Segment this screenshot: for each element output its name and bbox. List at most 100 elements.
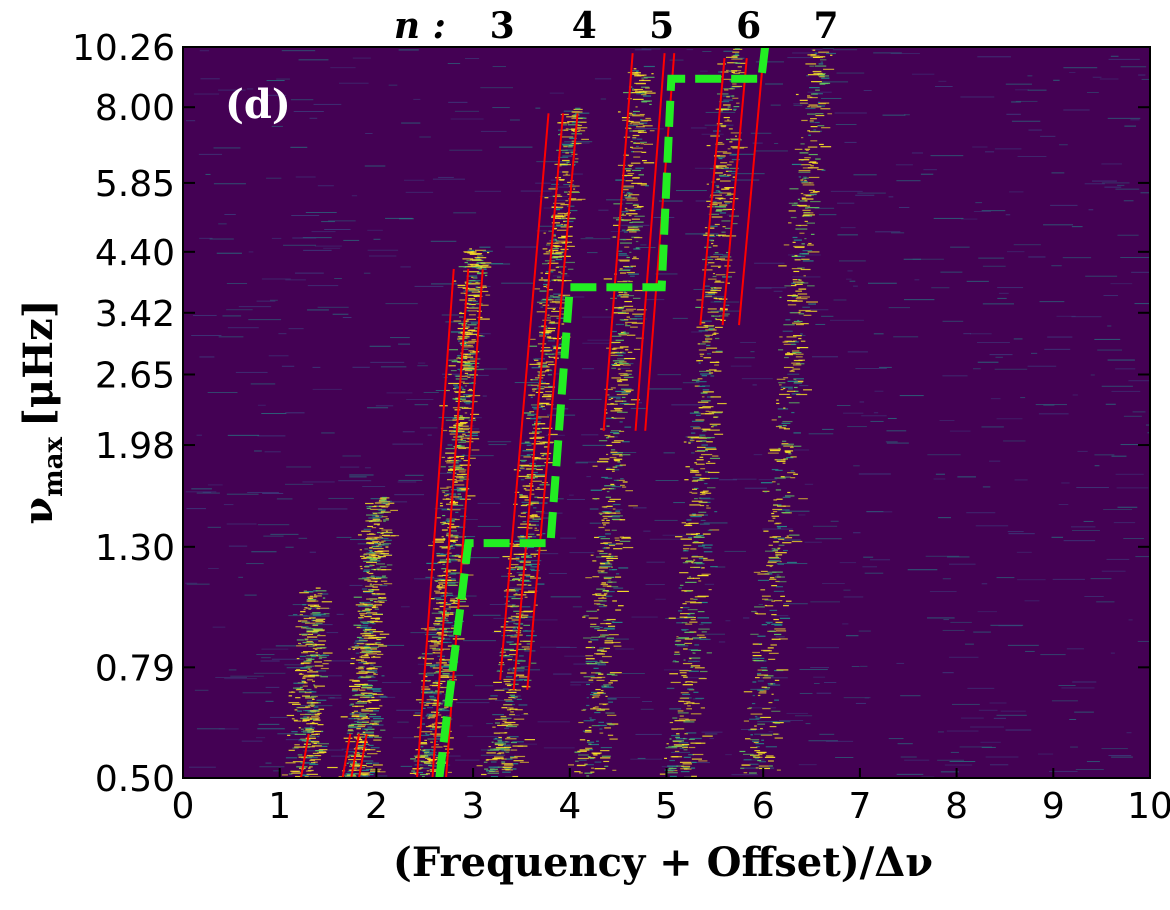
ridge-pixel (540, 350, 550, 352)
ridge-pixel (467, 362, 480, 364)
ridge-pixel (771, 468, 779, 471)
noise-streak (202, 491, 212, 493)
ridge-pixel (509, 643, 520, 645)
ridge-pixel (810, 165, 814, 167)
ridge-pixel (382, 534, 390, 536)
ridge-pixel (352, 705, 364, 707)
noise-streak (839, 562, 857, 564)
ridge-pixel (750, 713, 763, 715)
ridge-pixel (471, 306, 475, 308)
ridge-pixel (346, 756, 350, 758)
noise-streak (284, 483, 314, 485)
ridge-pixel (457, 356, 460, 358)
ridge-pixel (543, 280, 551, 282)
ridge-pixel (684, 638, 693, 640)
ridge-pixel (617, 333, 626, 335)
ridge-pixel (615, 398, 621, 400)
noise-streak (990, 624, 1024, 626)
ridge-pixel (598, 536, 606, 538)
ridge-pixel (538, 326, 544, 328)
noise-streak (686, 677, 706, 679)
ridge-pixel (606, 490, 610, 493)
ridge-pixel (627, 172, 635, 175)
ridge-pixel (561, 250, 567, 252)
ridge-pixel (300, 663, 305, 665)
ridge-pixel (520, 614, 529, 616)
ridge-pixel (540, 405, 545, 407)
ridge-pixel (361, 695, 373, 697)
ridge-pixel (371, 593, 376, 595)
noise-streak (447, 63, 461, 65)
noise-streak (724, 550, 747, 552)
ridge-pixel (817, 168, 824, 171)
ridge-pixel (520, 523, 531, 525)
ridge-pixel (351, 690, 358, 692)
noise-streak (837, 234, 858, 236)
ridge-pixel (619, 519, 626, 521)
ridge-pixel (420, 731, 433, 733)
ridge-pixel (611, 515, 623, 517)
ridge-pixel (697, 360, 704, 362)
ridge-pixel (693, 536, 702, 538)
ridge-pixel (576, 127, 588, 129)
ridge-pixel (708, 213, 720, 215)
noise-streak (793, 104, 803, 106)
noise-streak (981, 746, 996, 748)
ridge-pixel (719, 175, 730, 177)
ridge-pixel (691, 500, 703, 502)
ridge-pixel (816, 105, 826, 107)
ridge-pixel (453, 384, 458, 386)
ridge-pixel (718, 174, 724, 176)
ridge-pixel (669, 738, 672, 740)
ridge-pixel (532, 431, 542, 433)
ridge-pixel (679, 697, 690, 699)
noise-streak (494, 699, 513, 701)
noise-streak (933, 478, 946, 480)
ridge-pixel (579, 112, 590, 114)
ridge-pixel (310, 722, 319, 725)
ridge-pixel (439, 658, 445, 660)
ridge-pixel (575, 121, 587, 123)
ridge-pixel (365, 708, 377, 710)
noise-streak (196, 492, 220, 494)
noise-streak (701, 731, 723, 733)
ridge-pixel (448, 359, 457, 361)
ridge-pixel (309, 734, 312, 737)
ridge-pixel (376, 750, 381, 752)
noise-streak (1037, 753, 1054, 755)
ridge-pixel (549, 321, 555, 323)
ridge-pixel (691, 561, 694, 564)
ridge-pixel (709, 361, 720, 363)
ridge-pixel (428, 725, 431, 727)
noise-streak (388, 84, 398, 86)
ridge-pixel (702, 269, 713, 271)
ridge-pixel (692, 702, 700, 705)
noise-streak (401, 122, 421, 124)
ridge-pixel (726, 271, 736, 274)
noise-streak (1103, 295, 1118, 297)
noise-streak (312, 366, 321, 368)
ridge-pixel (698, 497, 702, 499)
ridge-pixel (779, 336, 783, 338)
ridge-pixel (357, 732, 360, 734)
ridge-pixel (603, 278, 613, 280)
ridge-pixel (711, 412, 723, 414)
noise-streak (1043, 404, 1055, 406)
ridge-pixel (294, 746, 306, 748)
ridge-pixel (715, 190, 720, 192)
ridge-pixel (711, 426, 714, 428)
ridge-pixel (594, 768, 606, 770)
noise-streak (792, 276, 821, 278)
noise-streak (516, 695, 521, 697)
ridge-pixel (453, 359, 458, 361)
ridge-pixel (366, 556, 376, 558)
ridge-pixel (800, 179, 804, 181)
ridge-pixel (632, 138, 637, 140)
ridge-pixel (365, 723, 374, 726)
ridge-pixel (611, 674, 618, 676)
noise-streak (816, 692, 832, 694)
ridge-pixel (372, 512, 384, 514)
ridge-pixel (695, 463, 705, 465)
ridge-pixel (727, 62, 738, 64)
ridge-pixel (715, 280, 721, 282)
